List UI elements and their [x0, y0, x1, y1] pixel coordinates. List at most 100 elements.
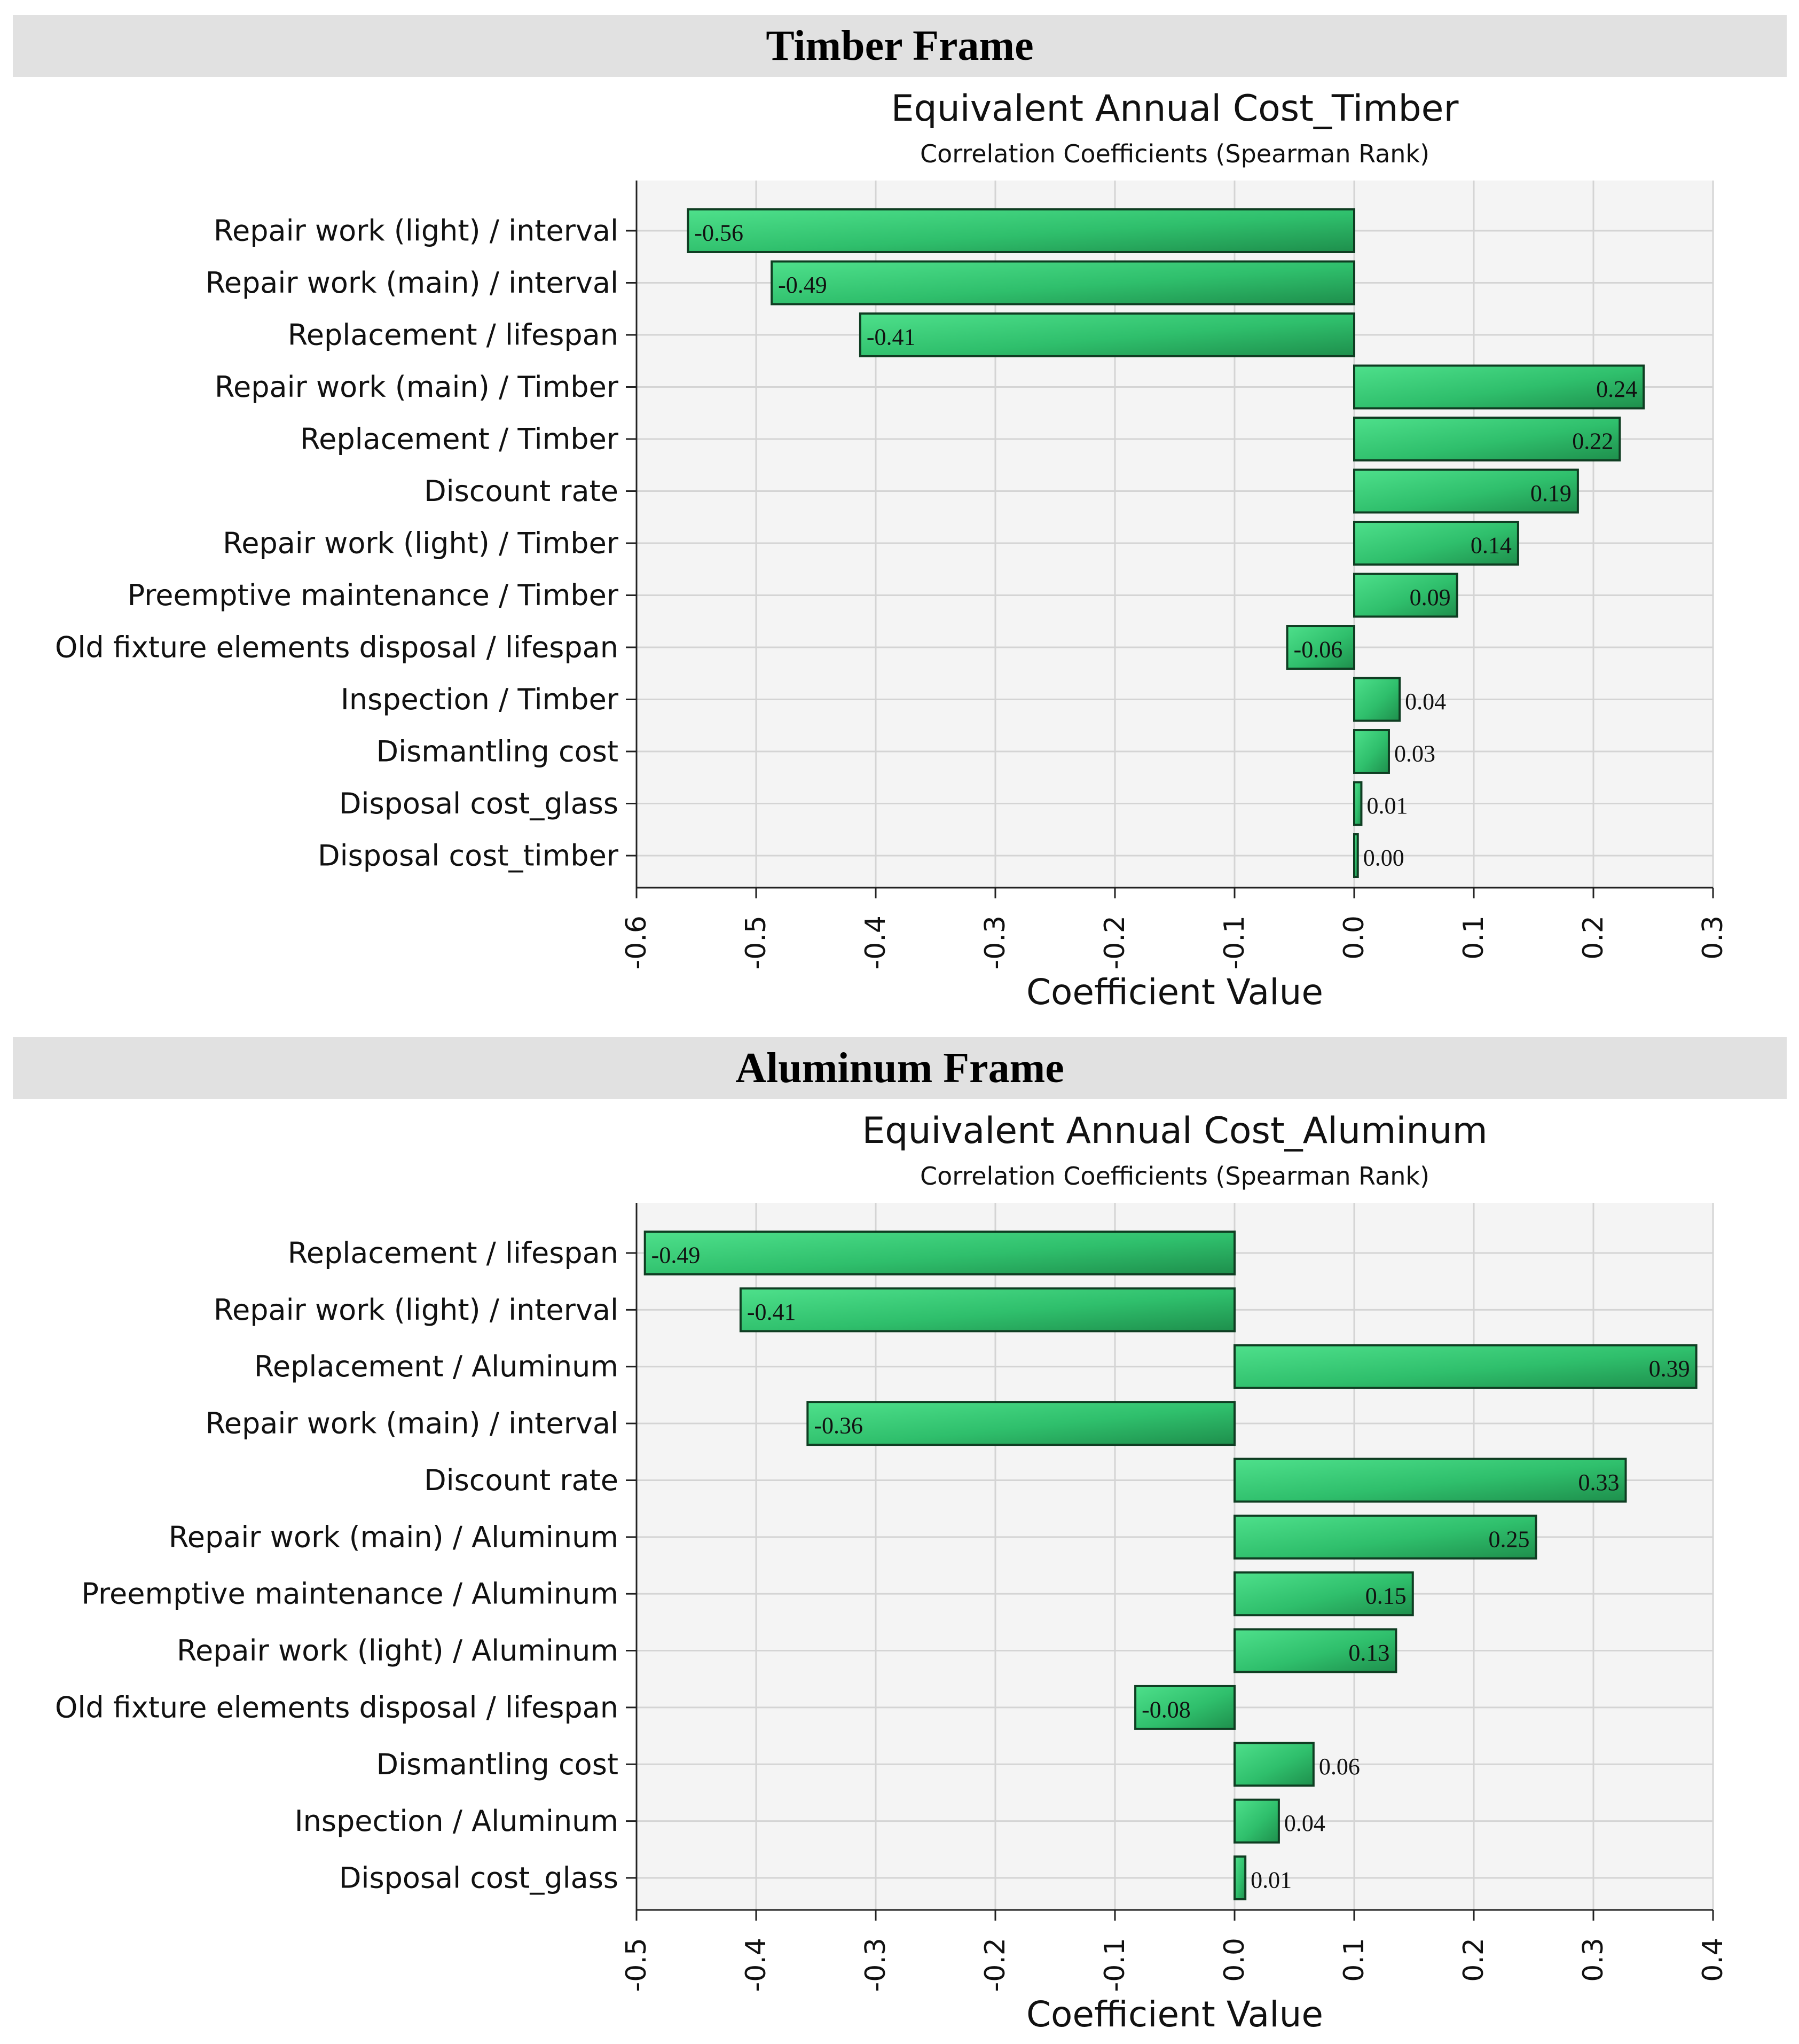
bar	[1234, 1628, 1397, 1673]
bar	[1234, 1458, 1627, 1503]
bar	[739, 1287, 1236, 1333]
category-label: Repair work (main) / Aluminum	[169, 1520, 618, 1554]
data-label: 0.01	[1251, 1867, 1292, 1893]
x-tick-label: -0.3	[860, 1938, 892, 1992]
bar	[1353, 677, 1401, 722]
category-label: Repair work (light) / interval	[214, 214, 618, 248]
data-label: -0.36	[814, 1413, 863, 1439]
bar	[1234, 1514, 1537, 1560]
x-axis-label: Coefficient Value	[1026, 972, 1323, 1013]
x-tick-label: -0.3	[979, 915, 1011, 969]
x-tick-label: -0.1	[1099, 1938, 1131, 1992]
section-heading-timber: Timber Frame	[766, 22, 1034, 69]
data-label: 0.03	[1394, 741, 1435, 767]
category-label: Inspection / Aluminum	[295, 1804, 618, 1838]
bar	[1353, 364, 1645, 410]
bar	[643, 1231, 1236, 1275]
category-label: Discount rate	[424, 1463, 618, 1497]
x-tick-label: -0.2	[979, 1938, 1011, 1992]
category-label: Inspection / Timber	[341, 683, 619, 716]
data-label: 0.06	[1319, 1753, 1360, 1780]
bar	[1353, 521, 1519, 566]
data-label: -0.49	[778, 272, 827, 298]
category-label: Old fixture elements disposal / lifespan	[55, 1690, 618, 1724]
bar	[1234, 1855, 1247, 1900]
timber-correlation-chart: Equivalent Annual Cost_Timber Correlation…	[55, 88, 1729, 1013]
category-label: Replacement / Timber	[300, 422, 619, 456]
category-label: Disposal cost_glass	[339, 787, 618, 820]
data-label: 0.15	[1365, 1583, 1407, 1609]
x-tick-label: 0.3	[1697, 915, 1729, 960]
category-label: Repair work (light) / interval	[214, 1293, 618, 1327]
category-label: Old fixture elements disposal / lifespan	[55, 631, 618, 664]
data-label: 0.13	[1348, 1640, 1389, 1666]
data-label: -0.41	[747, 1299, 796, 1325]
data-label: 0.14	[1471, 532, 1512, 559]
data-label: -0.56	[694, 220, 743, 246]
data-label: 0.24	[1596, 376, 1637, 402]
x-tick-label: -0.1	[1219, 915, 1251, 969]
x-tick-label: 0.0	[1338, 915, 1370, 960]
data-label: -0.06	[1294, 637, 1343, 663]
data-label: 0.33	[1578, 1469, 1619, 1495]
x-tick-label: -0.6	[620, 915, 653, 969]
x-axis-label: Coefficient Value	[1026, 1994, 1323, 2035]
x-tick-label: 0.2	[1577, 915, 1609, 960]
data-label: 0.04	[1284, 1810, 1325, 1836]
category-label: Repair work (light) / Aluminum	[177, 1634, 618, 1667]
bar	[1353, 781, 1363, 826]
x-tick-label: 0.0	[1219, 1938, 1251, 1982]
aluminum-correlation-chart: Equivalent Annual Cost_Aluminum Correlati…	[55, 1110, 1729, 2035]
x-tick-label: 0.1	[1458, 915, 1490, 960]
bar	[687, 208, 1355, 253]
bar	[806, 1401, 1236, 1446]
bar	[1353, 833, 1359, 878]
bar	[1134, 1685, 1236, 1730]
section-heading-aluminum: Aluminum Frame	[735, 1044, 1064, 1092]
x-tick-label: -0.5	[740, 915, 772, 969]
data-label: -0.49	[651, 1242, 701, 1268]
bar	[1234, 1798, 1280, 1844]
bar	[1286, 625, 1356, 670]
category-label: Repair work (main) / interval	[206, 266, 618, 300]
data-label: 0.19	[1530, 480, 1572, 506]
category-label: Preemptive maintenance / Timber	[128, 578, 619, 612]
chart-subtitle: Correlation Coefficients (Spearman Rank)	[920, 139, 1429, 168]
chart-subtitle: Correlation Coefficients (Spearman Rank)	[920, 1162, 1429, 1191]
chart-title: Equivalent Annual Cost_Timber	[891, 88, 1459, 130]
category-label: Disposal cost_timber	[318, 839, 619, 873]
data-label: 0.09	[1410, 584, 1451, 610]
bar	[771, 260, 1355, 306]
category-label: Replacement / lifespan	[288, 318, 618, 352]
data-label: -0.08	[1142, 1696, 1191, 1722]
category-label: Repair work (main) / Timber	[215, 370, 619, 404]
data-label: -0.41	[867, 324, 916, 350]
category-label: Dismantling cost	[376, 1748, 618, 1781]
x-tick-label: 0.2	[1458, 1938, 1490, 1982]
category-label: Disposal cost_glass	[339, 1861, 618, 1895]
x-tick-label: -0.2	[1099, 915, 1131, 969]
bar	[859, 312, 1355, 357]
bar	[1353, 468, 1579, 514]
data-label: 0.22	[1572, 428, 1613, 455]
bar	[1234, 1344, 1698, 1389]
data-label: 0.04	[1405, 688, 1446, 715]
x-tick-label: 0.3	[1577, 1938, 1609, 1982]
x-tick-label: 0.4	[1697, 1938, 1729, 1982]
bar	[1353, 729, 1390, 774]
category-label: Preemptive maintenance / Aluminum	[81, 1577, 618, 1611]
category-label: Discount rate	[424, 474, 618, 508]
category-label: Repair work (main) / interval	[206, 1407, 618, 1440]
x-tick-label: -0.5	[620, 1938, 653, 1992]
bar	[1353, 573, 1458, 618]
category-label: Repair work (light) / Timber	[223, 527, 619, 560]
x-tick-label: -0.4	[740, 1938, 772, 1992]
data-label: 0.25	[1488, 1526, 1529, 1552]
data-label: 0.00	[1363, 845, 1404, 871]
section-banner-aluminum: Aluminum Frame	[13, 1037, 1787, 1099]
x-tick-label: 0.1	[1338, 1938, 1370, 1982]
data-label: 0.01	[1366, 793, 1408, 819]
bar	[1234, 1742, 1315, 1787]
category-label: Replacement / Aluminum	[254, 1350, 618, 1383]
category-label: Dismantling cost	[376, 735, 618, 769]
